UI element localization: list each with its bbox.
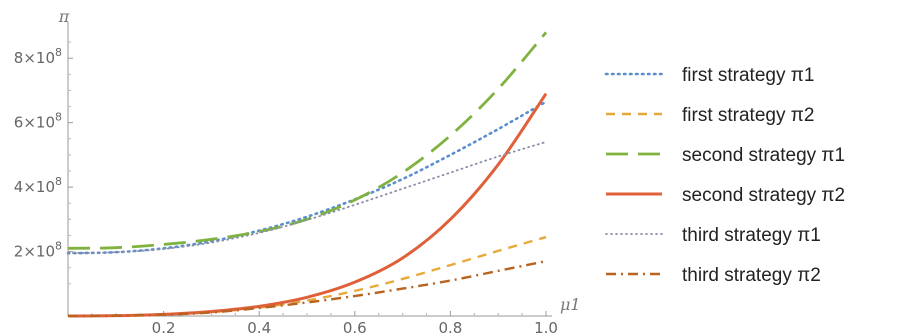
series-line-1 [66, 100, 548, 255]
x-tick-label: 0.6 [343, 319, 367, 336]
series-line-3 [67, 31, 548, 250]
legend: first strategy π1 first strategy π2 second… [604, 65, 845, 286]
y-tick-label: 8×108 [14, 46, 62, 67]
y-axis-label: π [58, 7, 70, 26]
legend-label-1: first strategy π1 [682, 65, 814, 86]
series-line-5 [67, 141, 547, 255]
legend-label-5: third strategy π1 [682, 225, 821, 246]
x-tick-label: 0.8 [438, 319, 462, 336]
x-tick-label: 0.4 [247, 319, 271, 336]
legend-label-6: third strategy π2 [682, 265, 821, 286]
tick-marks: 0.2 0.4 0.6 0.8 1.0 2×108 4×108 6×108 8×108 [14, 41, 558, 336]
x-tick-label: 0.2 [152, 319, 176, 336]
x-axis-label: μ1 [560, 295, 581, 314]
series-lines [66, 31, 548, 318]
x-tick-label: 1.0 [534, 319, 558, 336]
legend-label-4: second strategy π2 [682, 185, 845, 206]
y-tick-label: 6×108 [14, 111, 62, 132]
y-tick-label: 4×108 [14, 175, 62, 196]
legend-label-3: second strategy π1 [682, 145, 845, 166]
y-tick-label: 2×108 [14, 240, 62, 261]
legend-label-2: first strategy π2 [682, 105, 814, 126]
series-line-4 [67, 92, 548, 318]
series-line-6 [67, 260, 547, 318]
series-line-2 [67, 235, 547, 318]
